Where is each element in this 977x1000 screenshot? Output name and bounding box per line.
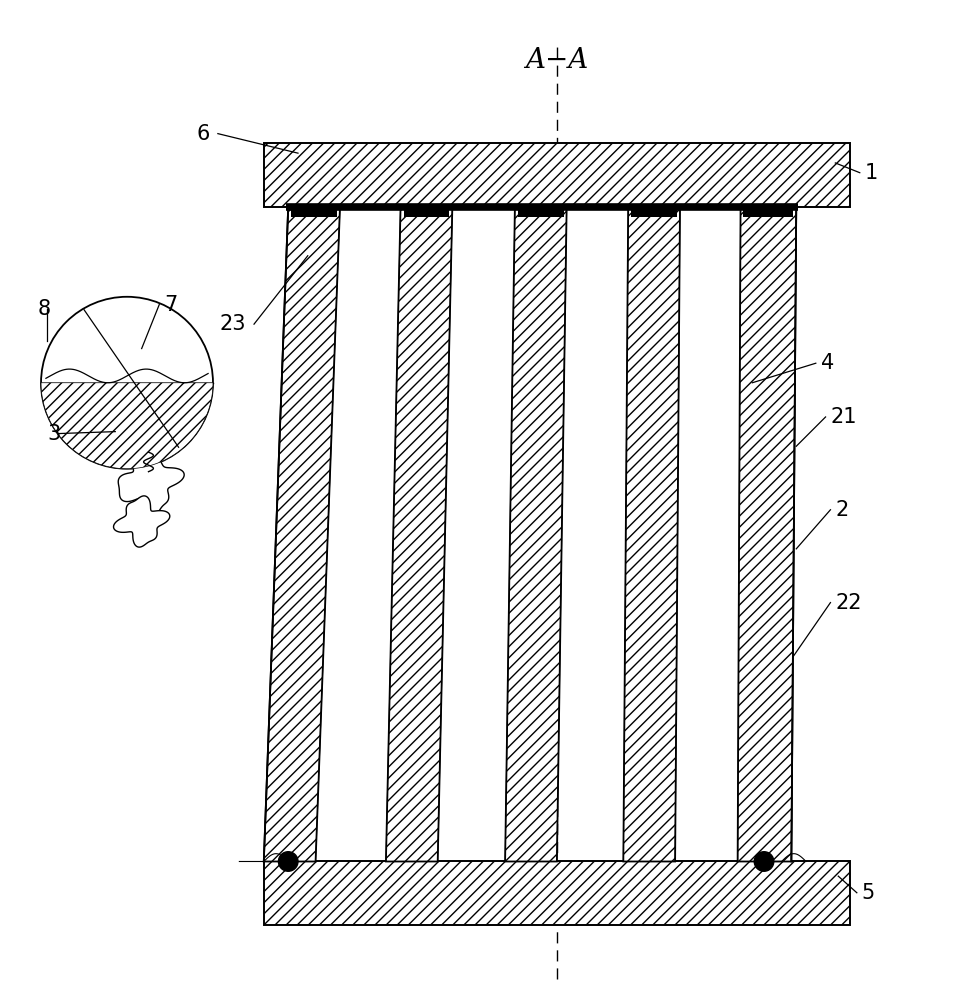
Polygon shape	[505, 207, 567, 861]
Text: 3: 3	[47, 424, 61, 444]
Polygon shape	[264, 207, 340, 861]
Bar	[631, 207, 677, 217]
Text: 7: 7	[164, 295, 178, 315]
Text: A−A: A−A	[526, 47, 588, 74]
Polygon shape	[738, 207, 796, 861]
Circle shape	[278, 852, 298, 871]
Bar	[518, 207, 564, 217]
Polygon shape	[113, 496, 170, 547]
Text: 21: 21	[830, 407, 857, 427]
Circle shape	[754, 852, 774, 871]
Text: 22: 22	[835, 593, 862, 613]
Bar	[743, 207, 793, 217]
Text: 4: 4	[821, 353, 834, 373]
Circle shape	[41, 297, 213, 469]
Polygon shape	[118, 449, 185, 517]
Text: 6: 6	[196, 124, 210, 144]
Bar	[264, 143, 850, 207]
Text: 2: 2	[835, 500, 849, 520]
Polygon shape	[623, 207, 680, 861]
Bar	[291, 207, 337, 217]
Text: 1: 1	[865, 163, 878, 183]
Polygon shape	[386, 207, 452, 861]
Text: 23: 23	[220, 314, 246, 334]
Text: 8: 8	[37, 299, 50, 319]
Text: 5: 5	[862, 883, 875, 903]
Bar	[264, 861, 850, 925]
Polygon shape	[41, 383, 213, 469]
Bar	[404, 207, 449, 217]
